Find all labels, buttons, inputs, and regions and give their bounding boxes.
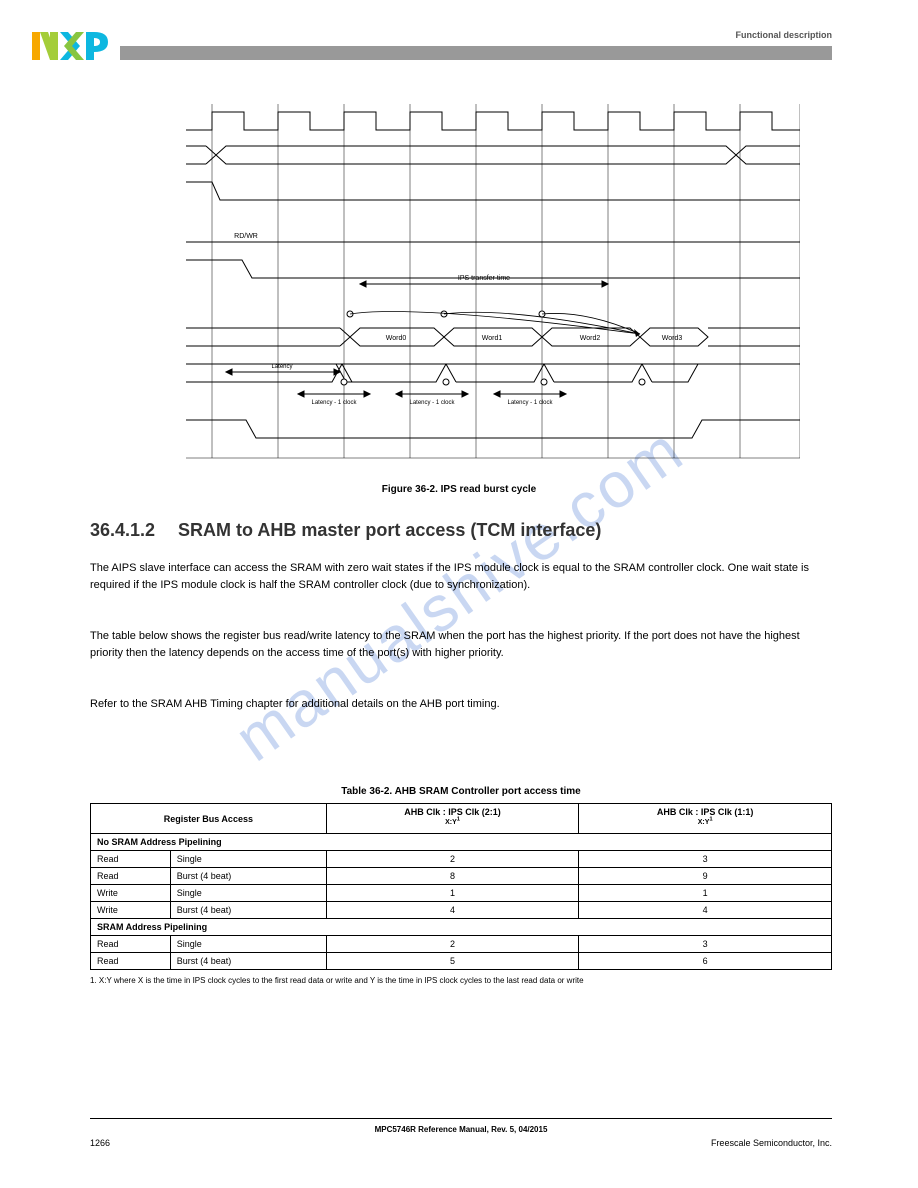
th-access: Register Bus Access bbox=[91, 804, 327, 834]
table-footnote: 1. X:Y where X is the time in IPS clock … bbox=[90, 976, 832, 985]
footer-doc-title: MPC5746R Reference Manual, Rev. 5, 04/20… bbox=[90, 1125, 832, 1134]
access-time-table-wrap: Table 36-2. AHB SRAM Controller port acc… bbox=[90, 786, 832, 985]
watermark: manualshive.com bbox=[222, 412, 697, 775]
para-1: The AIPS slave interface can access the … bbox=[90, 560, 832, 593]
table-row: ReadSingle 23 bbox=[91, 851, 832, 868]
table-row: WriteBurst (4 beat) 44 bbox=[91, 902, 832, 919]
nxp-logo bbox=[32, 28, 112, 68]
svg-text:Word1: Word1 bbox=[482, 335, 503, 342]
table-header-row: Register Bus Access AHB Clk : IPS Clk (2… bbox=[91, 804, 832, 834]
svg-text:Latency - 1 clock: Latency - 1 clock bbox=[507, 400, 553, 406]
table-row: No SRAM Address Pipelining bbox=[91, 834, 832, 851]
figure-caption: 36-2 Figure 36-2. IPS read burst cycle bbox=[0, 484, 918, 495]
para-2: The table below shows the register bus r… bbox=[90, 628, 832, 661]
svg-text:Latency - 1 clock: Latency - 1 clock bbox=[409, 400, 455, 406]
page-footer: MPC5746R Reference Manual, Rev. 5, 04/20… bbox=[90, 1118, 832, 1148]
table-row: WriteSingle 11 bbox=[91, 885, 832, 902]
header-section-label: Functional description bbox=[735, 30, 832, 40]
th-ratio-21: AHB Clk : IPS Clk (2:1)X:Y1 bbox=[326, 804, 579, 834]
footer-page-num: 1266 bbox=[90, 1138, 110, 1148]
table-row: ReadSingle 23 bbox=[91, 936, 832, 953]
section-number: 36.4.1.2 bbox=[90, 520, 155, 541]
table-caption: Table 36-2. AHB SRAM Controller port acc… bbox=[90, 786, 832, 797]
access-time-table: Register Bus Access AHB Clk : IPS Clk (2… bbox=[90, 803, 832, 970]
th-ratio-11: AHB Clk : IPS Clk (1:1)X:Y1 bbox=[579, 804, 832, 834]
para-3: Refer to the SRAM AHB Timing chapter for… bbox=[90, 696, 832, 713]
table-row: ReadBurst (4 beat) 56 bbox=[91, 953, 832, 970]
table-row: SRAM Address Pipelining bbox=[91, 919, 832, 936]
header-bar bbox=[120, 46, 832, 60]
svg-text:Latency - 1 clock: Latency - 1 clock bbox=[311, 400, 357, 406]
svg-text:Word2: Word2 bbox=[580, 335, 601, 342]
section-title: SRAM to AHB master port access (TCM inte… bbox=[178, 520, 601, 541]
svg-text:Word0: Word0 bbox=[386, 335, 407, 342]
footer-company: Freescale Semiconductor, Inc. bbox=[711, 1138, 832, 1148]
svg-text:IPS transfer time: IPS transfer time bbox=[458, 275, 510, 282]
timing-diagram: IPS CLOCK ADDR CS RD/WR RDATA IPS tra bbox=[186, 104, 800, 464]
label-rdwr: RD/WR bbox=[234, 233, 258, 240]
svg-text:Word3: Word3 bbox=[662, 335, 683, 342]
table-row: ReadBurst (4 beat) 89 bbox=[91, 868, 832, 885]
svg-text:Latency: Latency bbox=[271, 364, 292, 370]
